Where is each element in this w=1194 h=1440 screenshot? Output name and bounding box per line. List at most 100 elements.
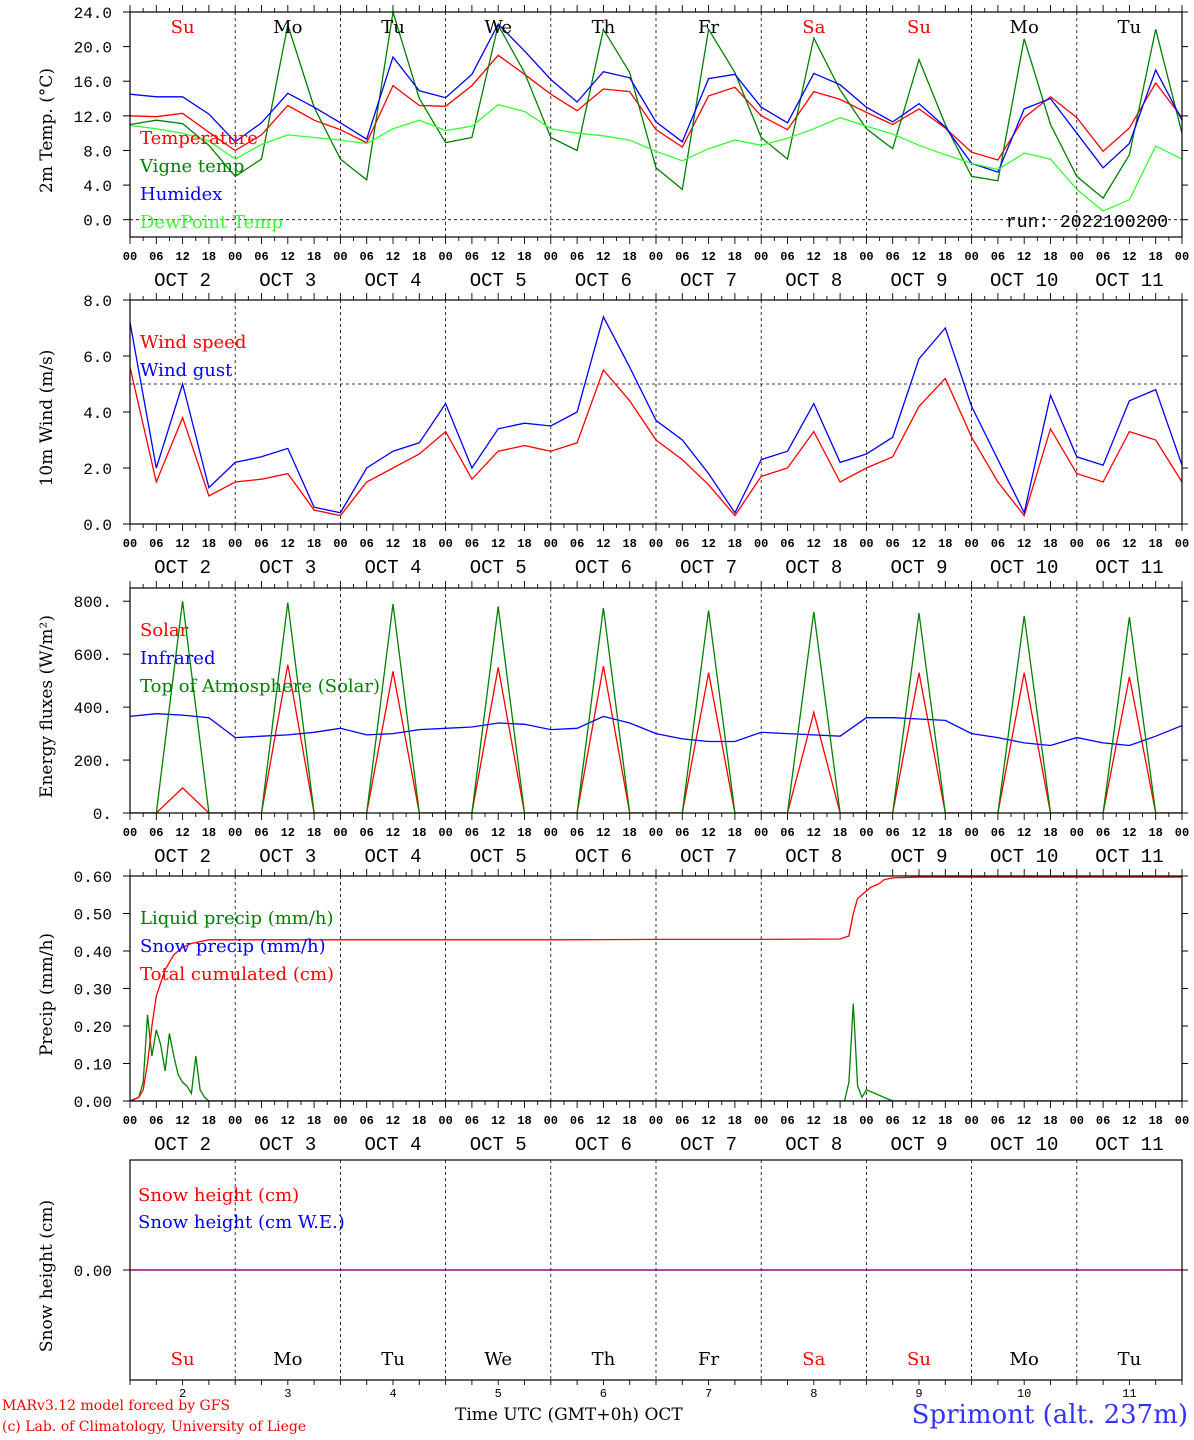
legend-entry: Snow precip (mm/h): [140, 936, 326, 957]
hour-label: 12: [491, 1114, 505, 1128]
hour-label: 00: [1175, 250, 1189, 264]
date-label: OCT 10: [990, 1134, 1058, 1156]
y-axis-label: 2m Temp. (°C): [37, 68, 57, 193]
hour-label: 18: [1043, 826, 1057, 840]
hour-label: 12: [701, 250, 715, 264]
hour-label: 06: [780, 1114, 794, 1128]
hour-label: 18: [728, 1114, 742, 1128]
hour-label: 12: [807, 250, 821, 264]
date-label: OCT 8: [785, 1134, 842, 1156]
day-name: Tu: [381, 17, 405, 38]
y-tick-label: 0.20: [74, 1019, 112, 1037]
hour-label: 12: [912, 537, 926, 551]
hour-label: 18: [728, 826, 742, 840]
hour-label: 06: [675, 1114, 689, 1128]
date-label: OCT 2: [154, 557, 211, 579]
y-tick-label: 0.40: [74, 944, 112, 962]
series-line-infrared: [130, 713, 1182, 747]
hour-label: 12: [281, 826, 295, 840]
y-axis-label: Snow height (cm): [37, 1200, 57, 1352]
hour-label: 00: [859, 826, 873, 840]
hour-label: 18: [938, 250, 952, 264]
legend-entry: Vigne temp: [139, 156, 244, 177]
hour-label: 06: [149, 537, 163, 551]
hour-label: 00: [544, 826, 558, 840]
hour-label: 12: [596, 537, 610, 551]
hour-label: 00: [964, 537, 978, 551]
date-label: OCT 4: [364, 1134, 421, 1156]
date-label: OCT 7: [680, 846, 737, 868]
hour-label: 06: [570, 537, 584, 551]
date-label: OCT 4: [364, 270, 421, 292]
hour-label: 06: [1096, 250, 1110, 264]
hour-label: 06: [359, 826, 373, 840]
hour-label: 00: [649, 1114, 663, 1128]
hour-label: 06: [465, 1114, 479, 1128]
hour-label: 00: [123, 537, 137, 551]
hour-label: 06: [570, 826, 584, 840]
day-name: Su: [907, 1349, 931, 1370]
legend-entry: Snow height (cm W.E.): [138, 1212, 345, 1233]
hour-label: 12: [701, 826, 715, 840]
hour-label: 06: [570, 250, 584, 264]
date-label: 7: [705, 1387, 712, 1401]
date-label: 11: [1122, 1387, 1136, 1401]
model-credit: MARv3.12 model forced by GFS: [2, 1398, 231, 1414]
hour-label: 12: [281, 250, 295, 264]
date-label: OCT 3: [259, 270, 316, 292]
date-label: OCT 2: [154, 846, 211, 868]
y-tick-label: 16.0: [74, 74, 112, 92]
hour-label: 06: [780, 250, 794, 264]
day-name: Mo: [273, 1349, 302, 1370]
date-label: 2: [179, 1387, 186, 1401]
y-tick-label: 0.10: [74, 1057, 112, 1075]
y-axis-label: Energy fluxes (W/m²): [37, 615, 57, 798]
hour-label: 18: [1148, 1114, 1162, 1128]
hour-label: 12: [912, 250, 926, 264]
y-tick-label: 4.0: [83, 405, 112, 423]
hour-label: 00: [964, 250, 978, 264]
hour-label: 18: [1148, 250, 1162, 264]
hour-label: 06: [359, 250, 373, 264]
y-axis-label: Precip (mm/h): [37, 933, 57, 1056]
date-label: OCT 7: [680, 557, 737, 579]
hour-label: 00: [649, 826, 663, 840]
hour-label: 00: [438, 537, 452, 551]
hour-label: 12: [1122, 537, 1136, 551]
day-name: Sa: [802, 1349, 825, 1370]
date-label: OCT 5: [470, 270, 527, 292]
hour-label: 18: [202, 1114, 216, 1128]
hour-label: 18: [728, 537, 742, 551]
hour-label: 18: [517, 826, 531, 840]
hour-label: 06: [254, 826, 268, 840]
hour-label: 06: [991, 826, 1005, 840]
date-label: OCT 5: [470, 846, 527, 868]
legend-entry: DewPoint Temp: [140, 212, 283, 233]
y-tick-label: 0.60: [74, 869, 112, 887]
hour-label: 00: [544, 537, 558, 551]
lab-credit: (c) Lab. of Climatology, University of L…: [2, 1419, 307, 1435]
hour-label: 12: [175, 826, 189, 840]
hour-label: 12: [1122, 1114, 1136, 1128]
y-tick-label: 2.0: [83, 461, 112, 479]
hour-label: 06: [780, 537, 794, 551]
hour-label: 18: [938, 1114, 952, 1128]
day-name: Fr: [698, 17, 719, 38]
y-tick-label: 200.: [74, 753, 112, 771]
y-tick-label: 0.50: [74, 907, 112, 925]
series-line-solar: [130, 664, 1182, 813]
hour-label: 06: [254, 537, 268, 551]
energy-panel: 0. 200. 400. 600. 800. Energy fluxes (W/m²) So…: [37, 581, 1189, 868]
date-label: OCT 10: [990, 846, 1058, 868]
y-tick-label: 4.0: [83, 178, 112, 196]
hour-label: 18: [412, 250, 426, 264]
hour-label: 18: [517, 250, 531, 264]
hour-label: 06: [675, 250, 689, 264]
day-name: Mo: [1010, 1349, 1039, 1370]
date-label: OCT 8: [785, 270, 842, 292]
day-name: We: [484, 17, 512, 38]
y-axis-label: 10m Wind (m/s): [37, 350, 57, 487]
date-label: OCT 5: [470, 557, 527, 579]
hour-label: 18: [1043, 1114, 1057, 1128]
hour-label: 06: [465, 250, 479, 264]
